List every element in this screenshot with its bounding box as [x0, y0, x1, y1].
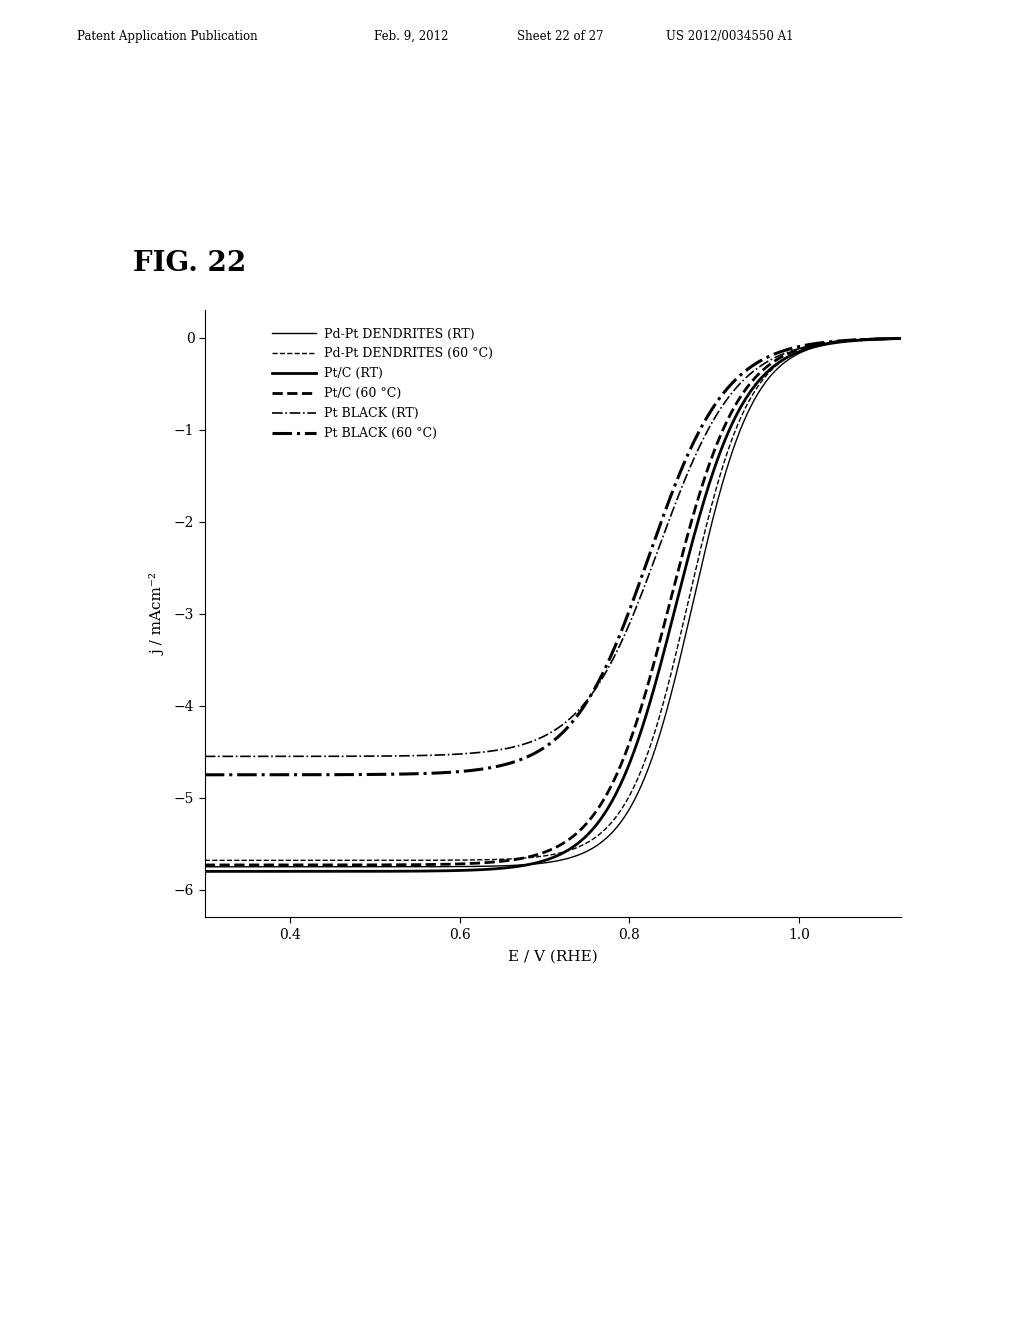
Text: Sheet 22 of 27: Sheet 22 of 27 [517, 29, 603, 42]
X-axis label: E / V (RHE): E / V (RHE) [508, 950, 598, 964]
Text: Patent Application Publication: Patent Application Publication [77, 29, 257, 42]
Y-axis label: j / mAcm⁻²: j / mAcm⁻² [151, 573, 166, 655]
Text: FIG. 22: FIG. 22 [133, 249, 247, 277]
Text: Feb. 9, 2012: Feb. 9, 2012 [374, 29, 449, 42]
Text: US 2012/0034550 A1: US 2012/0034550 A1 [666, 29, 794, 42]
Legend: Pd-Pt DENDRITES (RT), Pd-Pt DENDRITES (60 °C), Pt/C (RT), Pt/C (60 °C), Pt BLACK: Pd-Pt DENDRITES (RT), Pd-Pt DENDRITES (6… [267, 322, 499, 445]
